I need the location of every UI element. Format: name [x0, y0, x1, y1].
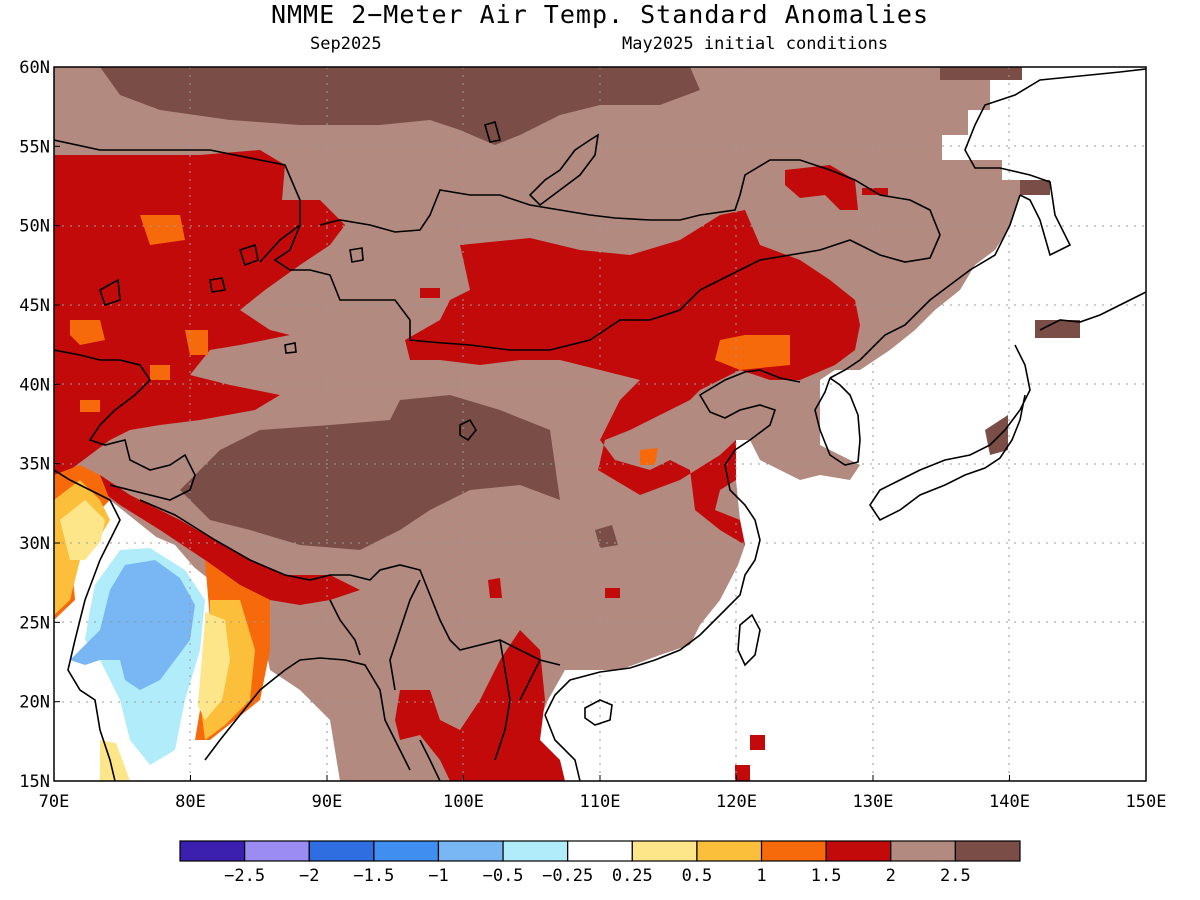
colorbar-swatch	[502, 840, 569, 862]
anomaly-region-gt-2.5-north	[100, 67, 700, 145]
colorbar-tick-label: 1.5	[811, 866, 842, 886]
lat-label: 30N	[19, 534, 50, 554]
colorbar-tick-label: −1	[428, 866, 448, 886]
lat-label: 20N	[19, 693, 50, 713]
colorbar	[179, 840, 1021, 862]
colorbar-tick-label: 0.25	[612, 866, 653, 886]
lon-label: 120E	[716, 792, 757, 812]
colorbar-swatch	[567, 840, 633, 862]
anomaly-region-2-mongolia	[405, 210, 860, 545]
target-month: Sep2025	[310, 34, 382, 54]
lon-label: 150E	[1126, 792, 1167, 812]
colorbar-swatch	[760, 840, 827, 862]
colorbar-swatch	[954, 840, 1021, 862]
anomaly-region-negative-india	[70, 560, 195, 690]
colorbar-tick-label: 1	[756, 866, 766, 886]
lon-label: 110E	[580, 792, 621, 812]
longitude-labels: 70E 80E 90E 100E 110E 120E 130E 140E 150E	[39, 775, 1167, 812]
colorbar-swatch	[890, 840, 956, 862]
colorbar-tick-label: 2.5	[940, 866, 971, 886]
colorbar-tick-label: 2	[886, 866, 896, 886]
colorbar-tick-label: −0.25	[542, 866, 593, 886]
colorbar-swatch	[437, 840, 504, 862]
graticule	[54, 67, 1146, 781]
latitude-labels: 60N 55N 50N 45N 40N 35N 30N 25N 20N 15N	[19, 58, 60, 792]
lon-label: 140E	[989, 792, 1030, 812]
anomaly-region-2-west	[54, 150, 345, 475]
lat-label: 15N	[19, 772, 50, 792]
map-title: NMME 2−Meter Air Temp. Standard Anomalie…	[270, 0, 930, 29]
lat-label: 40N	[19, 375, 50, 395]
lon-label: 100E	[443, 792, 484, 812]
colorbar-swatch	[308, 840, 375, 862]
colorbar-tick-label: −1.5	[353, 866, 394, 886]
colorbar-tick-label: −0.5	[483, 866, 524, 886]
colorbar-swatch	[244, 840, 310, 862]
anomaly-field	[54, 67, 1146, 781]
coastlines	[54, 68, 1146, 781]
lon-label: 70E	[39, 792, 70, 812]
lon-label: 130E	[853, 792, 894, 812]
colorbar-swatch	[179, 840, 246, 862]
colorbar-tick-label: −2	[299, 866, 319, 886]
lat-label: 45N	[19, 296, 50, 316]
colorbar-swatch	[696, 840, 763, 862]
lon-label: 90E	[312, 792, 343, 812]
initial-conditions: May2025 initial conditions	[622, 34, 889, 54]
borders	[54, 120, 941, 761]
lat-label: 50N	[19, 217, 50, 237]
colorbar-tick-labels: −2.5 −2 −1.5 −1 −0.5 −0.25 0.25 0.5 1 1.5 2 2.5	[224, 866, 971, 886]
lat-label: 25N	[19, 613, 50, 633]
colorbar-swatch	[825, 840, 892, 862]
lat-label: 55N	[19, 137, 50, 157]
lat-label: 35N	[19, 455, 50, 475]
anomaly-region-gt-2.5-tibet	[180, 395, 560, 550]
colorbar-swatch	[631, 840, 698, 862]
colorbar-tick-label: 0.5	[682, 866, 713, 886]
colorbar-swatch	[373, 840, 440, 862]
lon-label: 80E	[175, 792, 206, 812]
lat-label: 60N	[19, 58, 50, 78]
colorbar-tick-label: −2.5	[224, 866, 265, 886]
